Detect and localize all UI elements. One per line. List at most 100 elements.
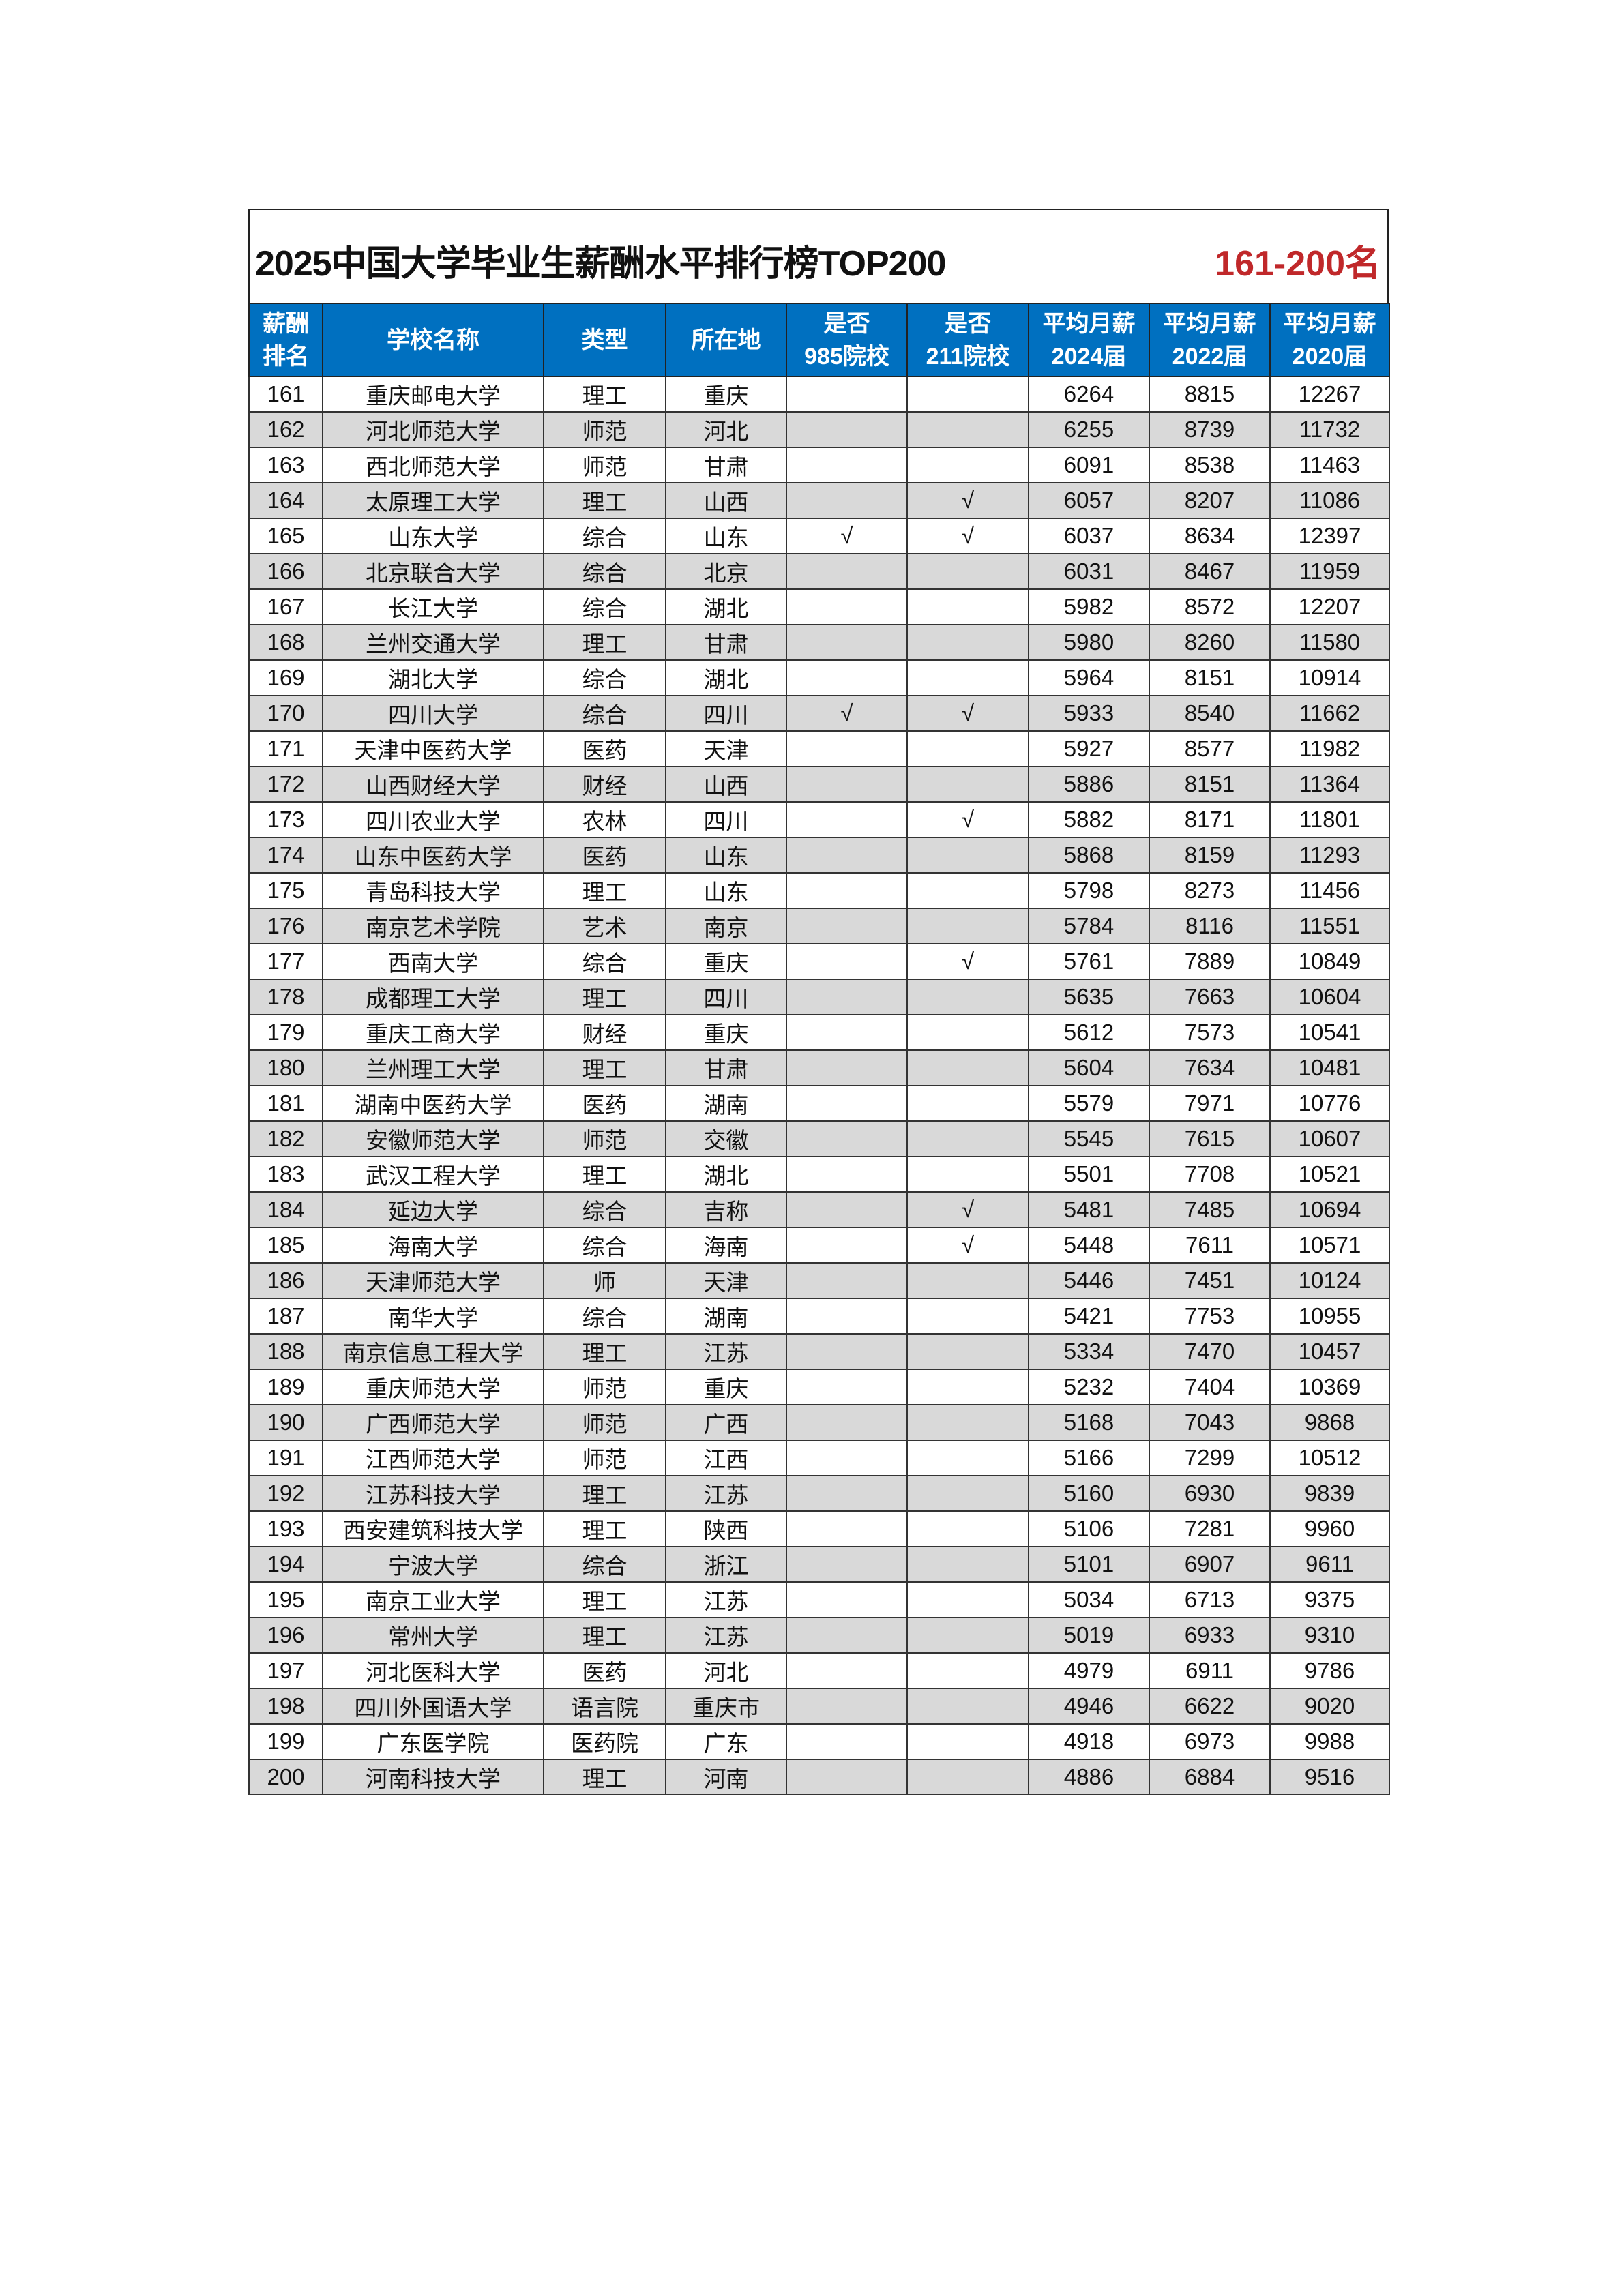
- cell-rank: 178: [248, 979, 323, 1015]
- cell-type: 师范: [543, 447, 666, 483]
- cell-rank: 200: [248, 1759, 323, 1795]
- cell-type: 综合: [543, 659, 666, 696]
- cell-salary-2020: 10571: [1269, 1227, 1390, 1264]
- cell-salary-2024: 5784: [1028, 908, 1150, 944]
- table-row: 194 宁波大学 综合 浙江 5101 6907 9611: [248, 1546, 1390, 1583]
- cell-salary-2022: 7708: [1149, 1156, 1271, 1193]
- cell-school-name: 成都理工大学: [322, 979, 544, 1015]
- cell-salary-2022: 7573: [1149, 1014, 1271, 1051]
- cell-type: 医药: [543, 1085, 666, 1122]
- cell-type: 理工: [543, 979, 666, 1015]
- table-row: 185 海南大学 综合 海南 √ 5448 7611 10571: [248, 1227, 1390, 1264]
- cell-location: 重庆: [665, 376, 787, 413]
- cell-rank: 188: [248, 1333, 323, 1370]
- cell-salary-2024: 6037: [1028, 518, 1150, 554]
- cell-school-name: 西北师范大学: [322, 447, 544, 483]
- cell-salary-2020: 10849: [1269, 943, 1390, 980]
- cell-rank: 175: [248, 872, 323, 909]
- cell-salary-2024: 6031: [1028, 553, 1150, 590]
- cell-salary-2020: 11662: [1269, 695, 1390, 732]
- cell-rank: 181: [248, 1085, 323, 1122]
- cell-location: 重庆: [665, 1369, 787, 1405]
- cell-is-211: [906, 624, 1029, 661]
- cell-salary-2024: 5034: [1028, 1581, 1150, 1618]
- header-salary-2022: 平均月薪 2022届: [1149, 303, 1271, 377]
- cell-is-985: [786, 1369, 908, 1405]
- cell-salary-2020: 10604: [1269, 979, 1390, 1015]
- cell-salary-2020: 11456: [1269, 872, 1390, 909]
- cell-salary-2020: 9020: [1269, 1688, 1390, 1725]
- cell-is-211: √: [906, 801, 1029, 838]
- cell-type: 农林: [543, 801, 666, 838]
- cell-salary-2024: 4886: [1028, 1759, 1150, 1795]
- cell-is-985: [786, 1475, 908, 1512]
- cell-rank: 172: [248, 766, 323, 803]
- cell-type: 理工: [543, 872, 666, 909]
- cell-salary-2020: 9960: [1269, 1510, 1390, 1547]
- cell-location: 四川: [665, 979, 787, 1015]
- cell-salary-2024: 5980: [1028, 624, 1150, 661]
- cell-type: 医药院: [543, 1723, 666, 1760]
- table-row: 196 常州大学 理工 江苏 5019 6933 9310: [248, 1617, 1390, 1654]
- cell-salary-2020: 11364: [1269, 766, 1390, 803]
- cell-type: 理工: [543, 1617, 666, 1654]
- cell-school-name: 河北师范大学: [322, 411, 544, 448]
- cell-rank: 189: [248, 1369, 323, 1405]
- table-body: 161 重庆邮电大学 理工 重庆 6264 8815 12267 162 河北师范大学 师范 河北 6…: [248, 376, 1390, 1795]
- cell-school-name: 湖北大学: [322, 659, 544, 696]
- cell-salary-2020: 11982: [1269, 730, 1390, 767]
- cell-salary-2020: 12207: [1269, 588, 1390, 625]
- cell-school-name: 山东大学: [322, 518, 544, 554]
- cell-is-985: [786, 1581, 908, 1618]
- cell-salary-2024: 5868: [1028, 837, 1150, 874]
- cell-rank: 197: [248, 1652, 323, 1689]
- cell-type: 理工: [543, 1049, 666, 1086]
- cell-location: 天津: [665, 730, 787, 767]
- cell-rank: 199: [248, 1723, 323, 1760]
- cell-is-211: [906, 1688, 1029, 1725]
- header-line: 平均月薪: [1042, 310, 1136, 337]
- cell-is-985: [786, 1652, 908, 1689]
- cell-location: 重庆: [665, 1014, 787, 1051]
- cell-is-211: [906, 1617, 1029, 1654]
- cell-salary-2020: 10124: [1269, 1262, 1390, 1299]
- cell-salary-2024: 5334: [1028, 1333, 1150, 1370]
- cell-is-985: [786, 1120, 908, 1157]
- cell-salary-2024: 5635: [1028, 979, 1150, 1015]
- cell-is-211: [906, 837, 1029, 874]
- cell-salary-2020: 10369: [1269, 1369, 1390, 1405]
- cell-salary-2022: 7753: [1149, 1298, 1271, 1335]
- header-line: 所在地: [691, 327, 761, 353]
- cell-type: 医药: [543, 1652, 666, 1689]
- cell-salary-2022: 6911: [1149, 1652, 1271, 1689]
- table-row: 169 湖北大学 综合 湖北 5964 8151 10914: [248, 659, 1390, 696]
- cell-type: 理工: [543, 1333, 666, 1370]
- cell-location: 河北: [665, 1652, 787, 1689]
- table-row: 179 重庆工商大学 财经 重庆 5612 7573 10541: [248, 1014, 1390, 1051]
- cell-is-211: √: [906, 1227, 1029, 1264]
- header-salary-2020: 平均月薪 2020届: [1269, 303, 1390, 377]
- cell-salary-2020: 9611: [1269, 1546, 1390, 1583]
- cell-rank: 171: [248, 730, 323, 767]
- cell-location: 山东: [665, 837, 787, 874]
- cell-is-211: √: [906, 482, 1029, 519]
- cell-type: 综合: [543, 1546, 666, 1583]
- table-row: 170 四川大学 综合 四川 √ √ 5933 8540 11662: [248, 695, 1390, 732]
- cell-is-211: [906, 1298, 1029, 1335]
- table-row: 164 太原理工大学 理工 山西 √ 6057 8207 11086: [248, 482, 1390, 519]
- cell-is-211: [906, 411, 1029, 448]
- cell-salary-2024: 5101: [1028, 1546, 1150, 1583]
- cell-school-name: 南京艺术学院: [322, 908, 544, 944]
- cell-school-name: 河南科技大学: [322, 1759, 544, 1795]
- header-salary-2024: 平均月薪 2024届: [1028, 303, 1150, 377]
- cell-rank: 187: [248, 1298, 323, 1335]
- cell-type: 医药: [543, 837, 666, 874]
- cell-is-211: [906, 1440, 1029, 1476]
- title-row: 2025中国大学毕业生薪酬水平排行榜TOP200 161-200名: [248, 209, 1389, 303]
- header-line: 2020届: [1292, 343, 1368, 370]
- cell-salary-2022: 8207: [1149, 482, 1271, 519]
- cell-is-985: [786, 1759, 908, 1795]
- cell-salary-2022: 7663: [1149, 979, 1271, 1015]
- cell-school-name: 武汉工程大学: [322, 1156, 544, 1193]
- cell-school-name: 西安建筑科技大学: [322, 1510, 544, 1547]
